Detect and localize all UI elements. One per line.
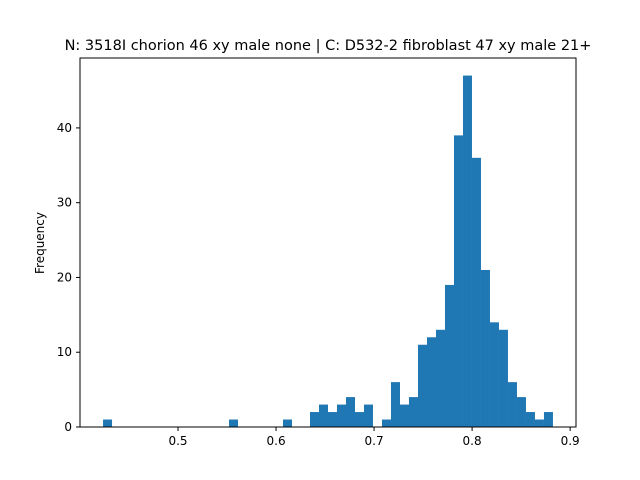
histogram-bar: [498, 329, 508, 427]
plot-frame: [79, 57, 577, 428]
histogram-bar: [345, 397, 355, 427]
histogram-bar: [319, 404, 328, 427]
y-tick-label: 40: [57, 121, 72, 135]
histogram-bar: [229, 419, 239, 427]
histogram-bar: [390, 382, 400, 427]
x-tick-label: 0.6: [267, 434, 286, 448]
histogram-bar: [525, 412, 535, 427]
y-axis-label: Frequency: [33, 212, 47, 274]
histogram-bar: [534, 419, 544, 427]
histogram-bar: [336, 404, 346, 427]
histogram-bar: [408, 397, 418, 427]
histogram-bar: [103, 419, 113, 427]
y-axis: 0 10 20 30 40: [57, 121, 80, 434]
histogram-bar: [516, 397, 526, 427]
histogram-bar: [453, 135, 463, 428]
x-tick-label: 0.7: [365, 434, 384, 448]
y-tick-label: 20: [57, 270, 72, 284]
histogram-bar: [435, 329, 445, 427]
chart-title: N: 3518I chorion 46 xy male none | C: D5…: [65, 38, 592, 54]
histogram-bar: [507, 382, 517, 427]
x-tick-label: 0.8: [463, 434, 482, 448]
histogram-bar: [328, 412, 337, 427]
x-axis: 0.5 0.6 0.7 0.8 0.9: [168, 427, 580, 448]
histogram-bar: [489, 322, 499, 427]
x-tick-label: 0.5: [168, 434, 187, 448]
x-tick-label: 0.9: [561, 434, 580, 448]
y-tick-label: 10: [57, 345, 72, 359]
histogram-bar: [444, 284, 454, 427]
histogram-bar: [283, 419, 293, 427]
y-tick-label: 30: [57, 196, 72, 210]
histogram-bar: [399, 404, 409, 427]
histogram-bar: [426, 337, 436, 427]
histogram-bar: [363, 404, 373, 427]
y-tick-label: 0: [64, 420, 72, 434]
histogram-bar: [462, 75, 472, 428]
histogram-bar: [471, 157, 481, 427]
histogram-bar: [417, 344, 427, 427]
bars-group: [103, 75, 553, 428]
histogram-bar: [381, 419, 391, 427]
histogram-bar: [310, 412, 320, 427]
histogram-bar: [354, 412, 364, 427]
histogram-bar: [543, 412, 553, 427]
histogram-bar: [480, 269, 490, 427]
